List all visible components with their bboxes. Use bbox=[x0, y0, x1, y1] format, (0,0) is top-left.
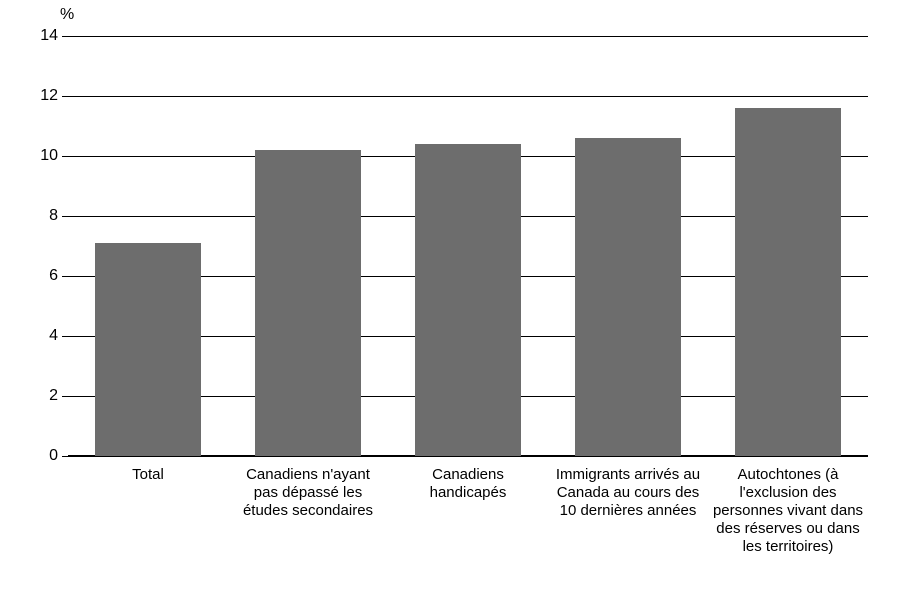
x-tick-label: Immigrants arrivés au Canada au cours de… bbox=[552, 466, 704, 520]
y-tick-label: 4 bbox=[18, 327, 58, 345]
bar bbox=[255, 150, 361, 456]
y-tick-mark bbox=[62, 276, 68, 277]
y-tick-label: 14 bbox=[18, 27, 58, 45]
y-tick-mark bbox=[62, 96, 68, 97]
y-tick-mark bbox=[62, 456, 68, 457]
y-tick-mark bbox=[62, 216, 68, 217]
y-tick-mark bbox=[62, 36, 68, 37]
y-tick-label: 10 bbox=[18, 147, 58, 165]
bar bbox=[95, 243, 201, 456]
y-tick-mark bbox=[62, 156, 68, 157]
bar-chart: % 0 2 4 6 8 10 12 14 Total Canadiens n'ayant pas … bbox=[0, 0, 900, 607]
y-tick-mark bbox=[62, 396, 68, 397]
y-tick-label: 12 bbox=[18, 87, 58, 105]
x-tick-label: Canadiens n'ayant pas dépassé les études… bbox=[232, 466, 384, 520]
bar bbox=[415, 144, 521, 456]
y-axis-unit-label: % bbox=[60, 6, 74, 24]
y-tick-label: 6 bbox=[18, 267, 58, 285]
gridline bbox=[68, 96, 868, 97]
gridline bbox=[68, 36, 868, 37]
plot-area bbox=[68, 36, 868, 456]
y-tick-label: 8 bbox=[18, 207, 58, 225]
bar bbox=[575, 138, 681, 456]
x-tick-label: Total bbox=[72, 466, 224, 484]
y-tick-label: 0 bbox=[18, 447, 58, 465]
x-tick-label: Canadiens handicapés bbox=[392, 466, 544, 502]
y-tick-label: 2 bbox=[18, 387, 58, 405]
x-tick-label: Autochtones (à l'exclusion des personnes… bbox=[712, 466, 864, 556]
y-tick-mark bbox=[62, 336, 68, 337]
bar bbox=[735, 108, 841, 456]
